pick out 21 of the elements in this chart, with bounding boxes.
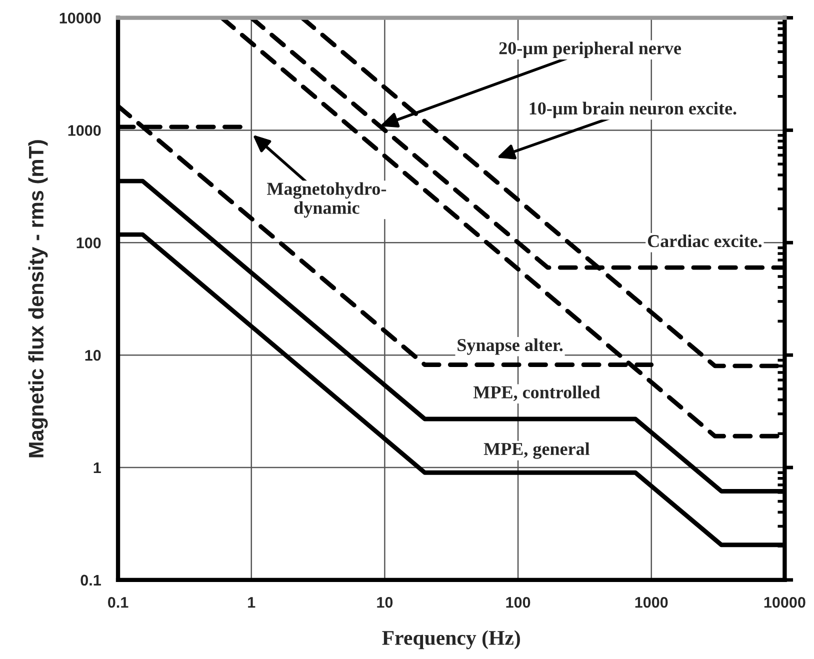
x-tick-label: 10000 xyxy=(764,596,806,608)
x-tick-label: 0.1 xyxy=(108,596,128,608)
annotation: 20-µm peripheral nerve xyxy=(499,42,682,58)
x-tick-label: 1000 xyxy=(635,596,668,608)
y-tick-label: 10000 xyxy=(60,12,101,24)
x-tick-label: 1 xyxy=(248,597,256,608)
annotation: MPE, controlled xyxy=(473,386,600,401)
y-tick-label: 100 xyxy=(76,238,101,248)
y-tick-label: 0.1 xyxy=(80,574,101,586)
x-tick-label: 10 xyxy=(377,596,393,608)
annotation: Synapse alter. xyxy=(458,338,563,355)
y-tick-label: 10 xyxy=(85,350,101,361)
y-tick-label: 1000 xyxy=(68,125,101,136)
annotation: MPE, general xyxy=(484,442,590,459)
annotation: 10-µm brain neuron excite. xyxy=(530,102,736,118)
x-axis-title: Frequency (Hz) xyxy=(382,630,520,650)
x-tick-label: 100 xyxy=(506,596,530,608)
y-axis-title: Magnetic flux density - rms (mT) xyxy=(28,140,48,458)
annotation: Cardiac excite. xyxy=(648,234,762,248)
y-tick-label: 1 xyxy=(94,462,101,474)
annotation: Magnetohydro- dynamic xyxy=(266,182,386,218)
